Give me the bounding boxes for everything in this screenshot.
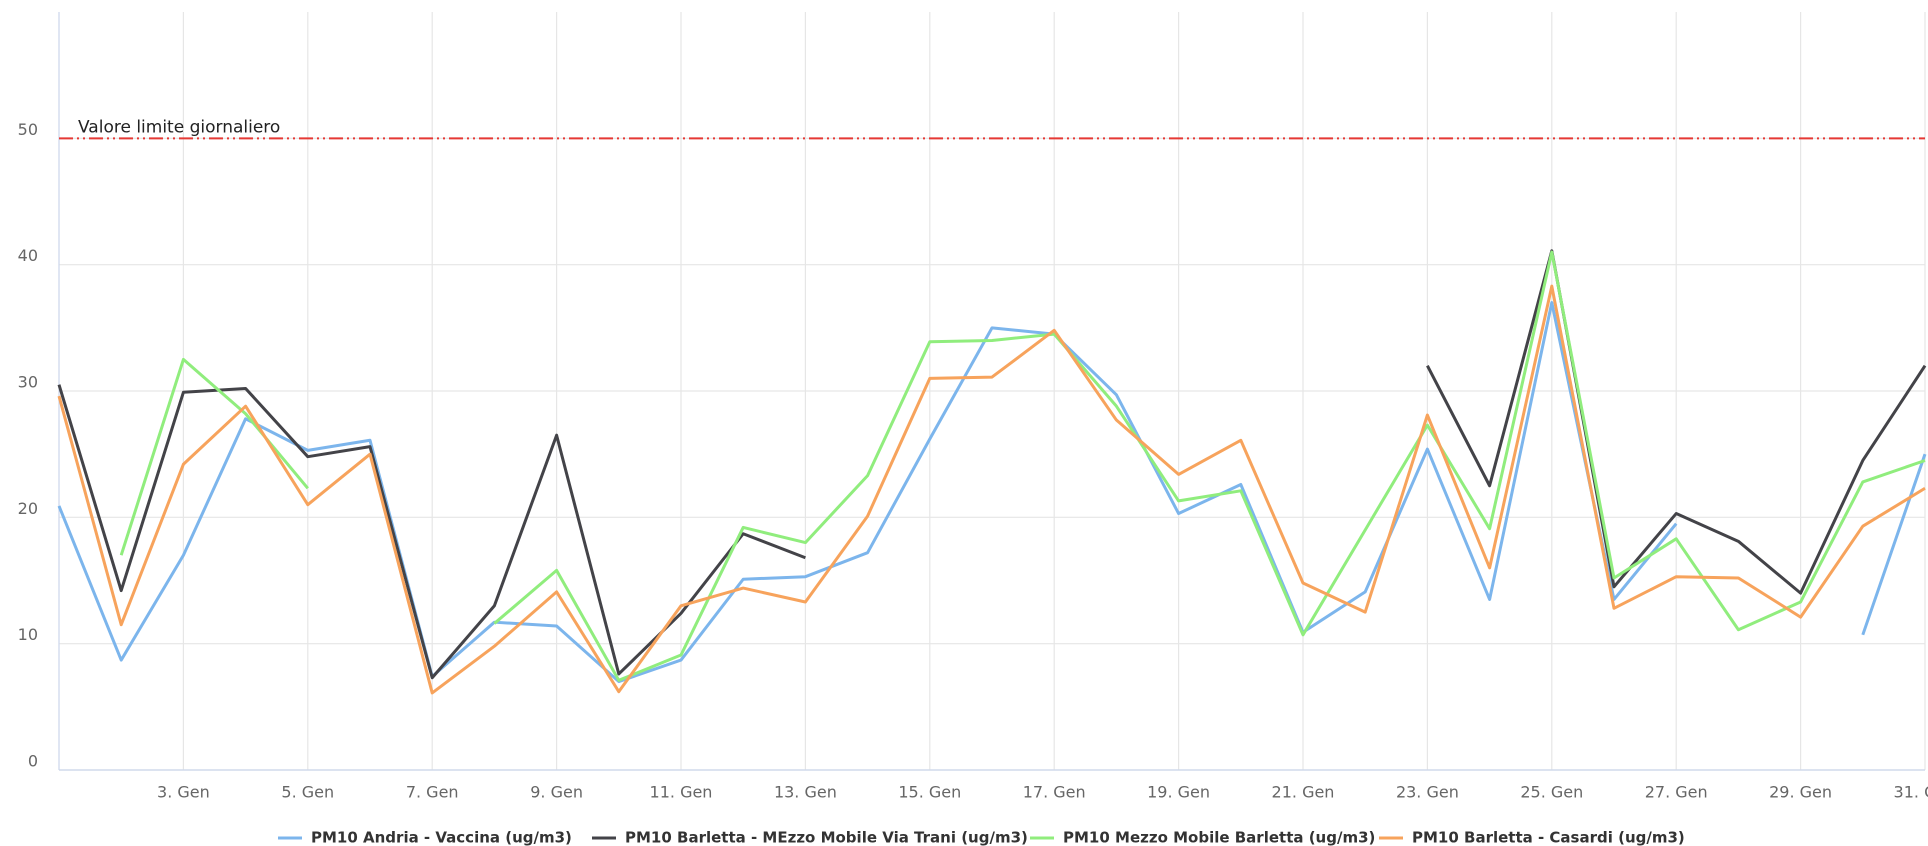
series-line bbox=[57, 249, 1927, 680]
y-tick-label: 30 bbox=[18, 373, 38, 392]
legend-label: PM10 Andria - Vaccina (ug/m3) bbox=[311, 829, 572, 846]
x-tick-label: 15. Gen bbox=[898, 783, 961, 802]
legend-label: PM10 Barletta - Casardi (ug/m3) bbox=[1412, 829, 1685, 846]
x-tick-label: 31. Gen bbox=[1894, 783, 1928, 802]
series-line bbox=[119, 250, 1926, 682]
x-tick-label: 11. Gen bbox=[650, 783, 713, 802]
legend: PM10 Andria - Vaccina (ug/m3) PM10 Barlet… bbox=[278, 829, 1685, 846]
series-line bbox=[57, 301, 1927, 684]
y-tick-label: 40 bbox=[18, 246, 38, 265]
x-tick-label: 9. Gen bbox=[530, 783, 583, 802]
x-tick-label: 3. Gen bbox=[157, 783, 210, 802]
x-tick-label: 25. Gen bbox=[1520, 783, 1583, 802]
series-line bbox=[57, 284, 1926, 695]
x-tick-label: 7. Gen bbox=[406, 783, 459, 802]
limit-label: Valore limite giornaliero bbox=[78, 117, 280, 137]
x-tick-label: 5. Gen bbox=[281, 783, 334, 802]
x-tick-label: 23. Gen bbox=[1396, 783, 1459, 802]
x-tick-label: 21. Gen bbox=[1272, 783, 1335, 802]
legend-label: PM10 Mezzo Mobile Barletta (ug/m3) bbox=[1063, 829, 1375, 846]
y-tick-label: 20 bbox=[18, 499, 38, 518]
x-tick-label: 29. Gen bbox=[1769, 783, 1832, 802]
y-tick-label: 50 bbox=[18, 120, 38, 139]
x-tick-label: 17. Gen bbox=[1023, 783, 1086, 802]
x-tick-label: 13. Gen bbox=[774, 783, 837, 802]
x-tick-label: 27. Gen bbox=[1645, 783, 1708, 802]
y-tick-label: 0 bbox=[28, 752, 38, 771]
x-tick-label: 19. Gen bbox=[1147, 783, 1210, 802]
legend-label: PM10 Barletta - MEzzo Mobile Via Trani (… bbox=[625, 829, 1028, 846]
y-tick-label: 10 bbox=[18, 625, 38, 644]
